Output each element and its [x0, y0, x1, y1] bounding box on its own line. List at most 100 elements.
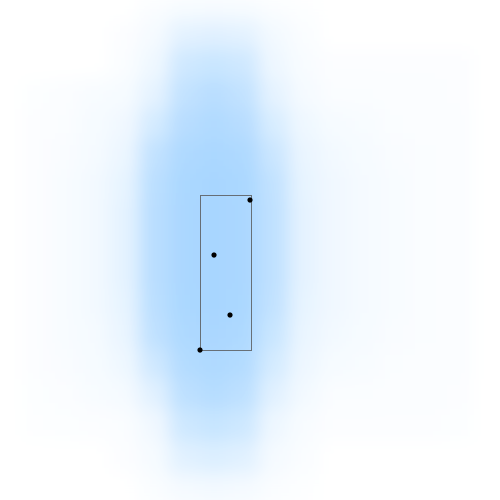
heatmap-cell: [109, 379, 141, 411]
heatmap-cell: [409, 349, 444, 381]
heatmap-cell: [349, 169, 381, 201]
heatmap-cell: [0, 49, 24, 81]
heatmap-cell: [409, 109, 444, 141]
heatmap-cell: [229, 229, 261, 261]
heatmap-cell: [379, 139, 411, 171]
heatmap-cell: [21, 379, 51, 411]
heatmap-cell: [441, 169, 476, 201]
heatmap-cell: [349, 79, 381, 111]
heatmap-cell: [259, 474, 291, 500]
heatmap-cell: [474, 21, 500, 51]
heatmap-cell: [474, 349, 500, 381]
heatmap-cell: [379, 289, 411, 321]
heatmap-cell: [49, 49, 81, 81]
heatmap-cell: [259, 199, 291, 231]
heatmap-cell: [0, 21, 24, 51]
data-point: [247, 197, 253, 203]
heatmap-cell: [109, 49, 141, 81]
heatmap-cell: [0, 349, 24, 381]
heatmap-cell: [139, 409, 171, 444]
heatmap-cell: [199, 21, 231, 51]
heatmap-cell: [259, 319, 291, 351]
heatmap-cell: [79, 109, 111, 141]
heatmap-cell: [349, 474, 381, 500]
heatmap-cell: [21, 0, 51, 24]
heatmap-cell: [349, 109, 381, 141]
heatmap-cell: [319, 289, 351, 321]
heatmap-cell: [259, 441, 291, 476]
heatmap-cell: [229, 474, 261, 500]
heatmap-cell: [259, 289, 291, 321]
heatmap-cell: [259, 109, 291, 141]
heatmap-cell: [49, 229, 81, 261]
heatmap-cell: [379, 169, 411, 201]
heatmap-cell: [199, 79, 231, 111]
heatmap-cell: [199, 259, 231, 291]
heatmap-cell: [169, 441, 201, 476]
heatmap-cell: [21, 349, 51, 381]
heatmap-cell: [169, 49, 201, 81]
heatmap-cell: [21, 474, 51, 500]
heatmap-cell: [79, 289, 111, 321]
heatmap-cell: [109, 441, 141, 476]
heatmap-cell: [289, 49, 321, 81]
heatmap-cell: [109, 229, 141, 261]
heatmap-cell: [259, 0, 291, 24]
heatmap-cell: [474, 259, 500, 291]
heatmap-cell: [229, 441, 261, 476]
heatmap-cell: [79, 259, 111, 291]
heatmap-cell: [139, 319, 171, 351]
heatmap-cell: [289, 169, 321, 201]
heatmap-cell: [259, 79, 291, 111]
heatmap-cell: [319, 441, 351, 476]
heatmap-cell: [229, 259, 261, 291]
heatmap-cell: [169, 21, 201, 51]
heatmap-cell: [79, 21, 111, 51]
heatmap-cell: [169, 109, 201, 141]
heatmap-cell: [349, 259, 381, 291]
heatmap-cell: [139, 289, 171, 321]
heatmap-cell: [79, 379, 111, 411]
heatmap-cell: [79, 409, 111, 444]
heatmap-cell: [349, 139, 381, 171]
heatmap-cell: [259, 49, 291, 81]
heatmap-cell: [49, 199, 81, 231]
heatmap-cell: [79, 349, 111, 381]
heatmap-cell: [21, 169, 51, 201]
heatmap-cell: [289, 349, 321, 381]
heatmap-cell: [289, 379, 321, 411]
heatmap-cell: [441, 49, 476, 81]
heatmap-cell: [474, 79, 500, 111]
heatmap-cell: [0, 0, 24, 24]
heatmap-cell: [474, 409, 500, 444]
heatmap-cell: [21, 259, 51, 291]
heatmap-cell: [289, 21, 321, 51]
heatmap-cell: [409, 21, 444, 51]
heatmap-cell: [79, 0, 111, 24]
heatmap-cell: [379, 199, 411, 231]
heatmap-cell: [109, 139, 141, 171]
heatmap-cell: [229, 139, 261, 171]
heatmap-cell: [139, 229, 171, 261]
heatmap-cell: [349, 379, 381, 411]
heatmap-cell: [474, 289, 500, 321]
heatmap-cell: [474, 474, 500, 500]
heatmap-cell: [139, 139, 171, 171]
heatmap-cell: [319, 319, 351, 351]
heatmap-cell: [49, 79, 81, 111]
heatmap-cell: [49, 169, 81, 201]
heatmap-cell: [349, 49, 381, 81]
heatmap-cell: [379, 49, 411, 81]
heatmap-cell: [379, 229, 411, 261]
heatmap-cell: [319, 474, 351, 500]
heatmap-cell: [169, 169, 201, 201]
heatmap-cell: [441, 21, 476, 51]
heatmap-cell: [109, 349, 141, 381]
heatmap-cell: [409, 79, 444, 111]
heatmap-cell: [79, 319, 111, 351]
heatmap-cell: [379, 441, 411, 476]
heatmap-cell: [441, 259, 476, 291]
heatmap-cell: [409, 259, 444, 291]
